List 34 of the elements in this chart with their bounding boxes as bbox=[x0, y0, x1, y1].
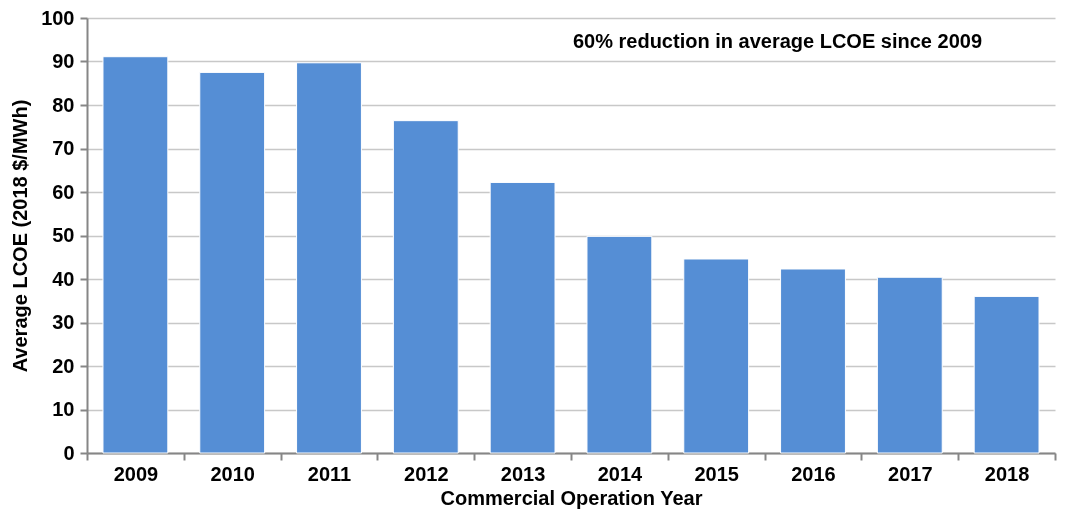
y-axis-title: Average LCOE (2018 $/MWh) bbox=[9, 99, 32, 373]
bar bbox=[199, 71, 266, 454]
bar bbox=[392, 120, 459, 454]
y-tick-label: 40 bbox=[52, 267, 75, 290]
bar bbox=[586, 235, 653, 454]
annotation: 60% reduction in average LCOE since 2009 bbox=[572, 30, 982, 52]
x-tick-label: 2012 bbox=[404, 462, 449, 485]
x-tick-label: 2010 bbox=[210, 462, 255, 485]
y-tick-label: 20 bbox=[52, 354, 75, 377]
y-tick-label: 60 bbox=[52, 180, 75, 203]
y-tick-label: 30 bbox=[52, 311, 75, 333]
x-tick-label: 2018 bbox=[984, 462, 1030, 485]
y-tick-label: 100 bbox=[41, 6, 75, 29]
x-tick-label: 2014 bbox=[597, 462, 644, 485]
y-tick-label: 10 bbox=[52, 398, 75, 420]
x-tick-label: 2013 bbox=[500, 462, 546, 485]
bar bbox=[102, 56, 169, 454]
bar bbox=[296, 62, 362, 454]
y-tick-label: 0 bbox=[63, 441, 75, 464]
x-tick-label: 2017 bbox=[888, 462, 933, 485]
y-tick-label: 90 bbox=[52, 50, 75, 72]
bar bbox=[780, 268, 846, 454]
x-tick-label: 2011 bbox=[307, 462, 352, 485]
x-tick-label: 2016 bbox=[791, 462, 836, 485]
y-tick-label: 80 bbox=[52, 93, 75, 116]
bar bbox=[683, 258, 750, 454]
y-tick-label: 70 bbox=[52, 137, 75, 159]
x-axis-title: Commercial Operation Year bbox=[440, 486, 703, 509]
x-tick-label: 2015 bbox=[694, 462, 739, 485]
bar bbox=[489, 181, 556, 454]
bar bbox=[876, 276, 943, 454]
y-tick-label: 50 bbox=[52, 224, 75, 246]
bar bbox=[973, 295, 1040, 454]
x-tick-label: 2009 bbox=[113, 462, 159, 485]
